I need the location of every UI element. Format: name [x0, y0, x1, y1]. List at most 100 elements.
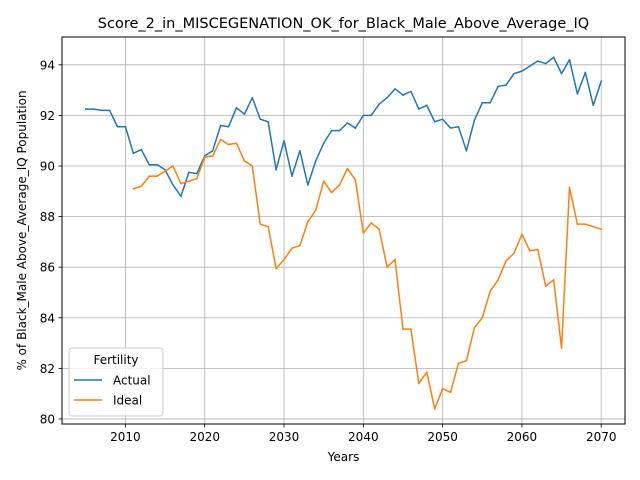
data-point-ideal	[132, 188, 135, 190]
data-point-actual	[116, 126, 119, 128]
data-point-actual	[140, 148, 143, 151]
data-point-actual	[537, 60, 539, 62]
data-point-ideal	[140, 185, 143, 187]
data-point-ideal	[505, 260, 507, 262]
data-point-actual	[322, 142, 325, 144]
data-point-ideal	[473, 327, 476, 329]
x-tick-label: 2070	[586, 430, 617, 444]
data-point-actual	[172, 184, 174, 186]
data-point-actual	[457, 126, 460, 128]
data-point-ideal	[259, 223, 261, 225]
x-tick-label: 2040	[348, 430, 379, 444]
data-point-ideal	[418, 382, 420, 385]
data-point-actual	[259, 118, 261, 120]
legend-box	[68, 347, 164, 417]
data-point-ideal	[354, 179, 357, 181]
data-point-ideal	[600, 228, 602, 230]
data-point-actual	[449, 127, 452, 129]
data-point-actual	[418, 108, 420, 110]
data-point-ideal	[497, 279, 499, 281]
data-point-actual	[235, 107, 238, 109]
data-point-actual	[243, 113, 246, 115]
series-line-actual	[85, 56, 603, 198]
data-point-ideal	[513, 252, 515, 255]
data-point-ideal	[346, 167, 349, 170]
data-point-ideal	[378, 228, 380, 230]
data-point-actual	[378, 103, 380, 105]
data-point-actual	[394, 88, 396, 90]
data-point-ideal	[156, 175, 158, 177]
data-point-actual	[521, 70, 523, 72]
data-point-ideal	[164, 170, 166, 172]
y-tick-label: 90	[40, 160, 55, 174]
data-point-ideal	[315, 209, 317, 212]
y-tick-label: 94	[40, 58, 55, 72]
data-point-actual	[426, 104, 428, 107]
data-point-ideal	[227, 143, 230, 146]
data-point-actual	[156, 163, 158, 166]
plot-frame	[61, 36, 626, 425]
y-axis-label: % of Black_Male Above_Average_IQ Populat…	[15, 90, 29, 370]
data-point-actual	[108, 109, 111, 112]
data-point-ideal	[330, 191, 333, 194]
data-point-actual	[529, 65, 531, 67]
data-point-actual	[267, 120, 269, 123]
data-point-actual	[100, 109, 103, 112]
data-point-actual	[370, 114, 372, 117]
data-point-ideal	[410, 328, 412, 330]
data-point-ideal	[544, 285, 547, 287]
data-point-actual	[315, 160, 317, 162]
data-point-actual	[592, 104, 595, 107]
data-point-ideal	[307, 220, 309, 223]
y-tick-label: 84	[40, 311, 55, 325]
data-point-actual	[307, 184, 309, 186]
data-point-actual	[330, 129, 333, 132]
data-point-ideal	[172, 165, 174, 167]
data-point-ideal	[291, 247, 293, 249]
data-point-actual	[410, 90, 412, 93]
data-point-actual	[600, 80, 602, 83]
data-point-ideal	[275, 267, 277, 270]
data-point-ideal	[188, 180, 190, 182]
data-point-actual	[196, 172, 198, 175]
data-point-ideal	[196, 177, 198, 180]
data-point-actual	[481, 102, 484, 104]
data-point-actual	[299, 150, 301, 152]
data-point-ideal	[283, 258, 285, 261]
x-tick-label: 2060	[507, 430, 538, 444]
data-point-ideal	[426, 371, 428, 373]
data-point-actual	[188, 171, 190, 174]
data-point-ideal	[299, 244, 301, 247]
data-point-actual	[219, 124, 222, 127]
data-point-ideal	[386, 266, 388, 268]
y-tick-label: 82	[40, 362, 55, 376]
data-point-ideal	[537, 248, 539, 251]
data-point-actual	[473, 119, 476, 122]
data-point-ideal	[465, 360, 468, 362]
data-point-actual	[544, 62, 547, 65]
data-point-ideal	[552, 279, 555, 281]
data-point-actual	[584, 71, 587, 74]
legend-label-actual: Actual	[113, 374, 151, 388]
data-point-actual	[402, 94, 404, 96]
data-point-actual	[552, 56, 555, 58]
data-point-ideal	[568, 186, 571, 189]
data-point-ideal	[489, 290, 491, 292]
data-point-actual	[227, 126, 230, 128]
data-point-ideal	[402, 328, 404, 330]
x-tick-label: 2010	[110, 430, 141, 444]
data-point-actual	[180, 195, 182, 198]
data-point-actual	[489, 102, 491, 104]
data-point-ideal	[560, 347, 563, 349]
data-point-ideal	[267, 225, 269, 228]
legend-label-ideal: Ideal	[113, 394, 142, 408]
data-point-ideal	[251, 165, 254, 167]
data-point-ideal	[219, 138, 222, 141]
data-point-actual	[124, 126, 127, 128]
legend: Fertility Actual Ideal	[68, 347, 164, 417]
data-point-actual	[465, 150, 468, 152]
data-point-actual	[441, 118, 444, 120]
data-point-ideal	[235, 142, 238, 144]
y-tick-label: 92	[40, 109, 55, 123]
